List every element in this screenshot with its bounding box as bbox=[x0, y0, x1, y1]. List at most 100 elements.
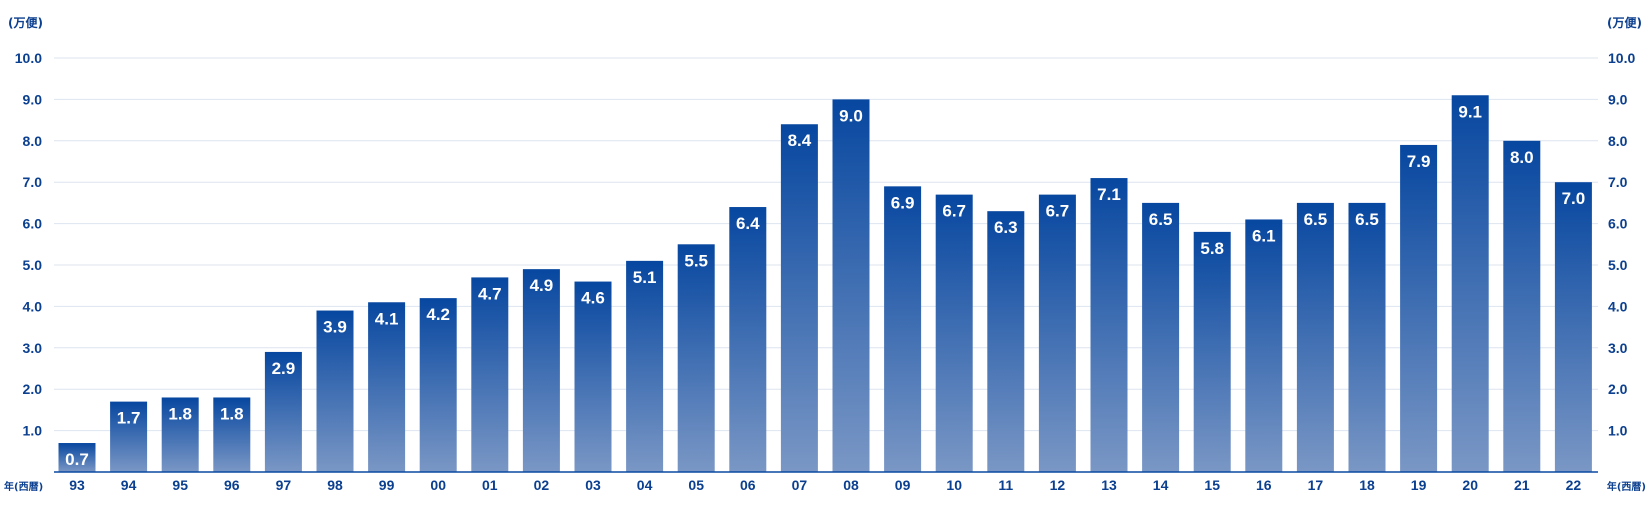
y-tick-label-left: 4.0 bbox=[23, 298, 43, 314]
x-tick-label: 03 bbox=[585, 477, 601, 493]
bar-value-label: 6.7 bbox=[942, 202, 966, 221]
y-tick-label-right: 10.0 bbox=[1608, 50, 1635, 66]
bar bbox=[935, 194, 973, 472]
bar-value-label: 7.1 bbox=[1097, 185, 1121, 204]
x-tick-label: 96 bbox=[224, 477, 240, 493]
y-axis-unit-right: (万便) bbox=[1607, 15, 1642, 30]
bar-value-label: 4.6 bbox=[581, 289, 605, 308]
bar-value-label: 0.7 bbox=[65, 450, 89, 469]
y-tick-labels: 1.0 1.0 2.0 2.0 3.0 3.0 4.0 4.0 5.0 5.0 6.0 6.0 7.0 7… bbox=[15, 50, 1636, 439]
bar-value-label: 6.4 bbox=[736, 214, 760, 233]
bar bbox=[1038, 194, 1076, 472]
y-tick-label-right: 8.0 bbox=[1608, 133, 1628, 149]
y-tick-label-right: 7.0 bbox=[1608, 174, 1628, 190]
bar bbox=[1193, 231, 1231, 472]
x-tick-label: 99 bbox=[379, 477, 395, 493]
bar bbox=[368, 302, 406, 472]
bar bbox=[832, 99, 870, 473]
bar bbox=[1142, 202, 1180, 472]
bar-value-label: 2.9 bbox=[272, 359, 296, 378]
y-tick-label-right: 9.0 bbox=[1608, 91, 1628, 107]
y-tick-label-right: 3.0 bbox=[1608, 340, 1628, 356]
data-labels: 0.7 1.7 1.8 1.8 2.9 3.9 4.1 4.2 4.7 4.9 4.6 5.1 5.5 6… bbox=[65, 102, 1585, 469]
bar-value-label: 8.0 bbox=[1510, 148, 1534, 167]
bar bbox=[522, 269, 560, 472]
bar bbox=[574, 281, 612, 472]
bar-value-label: 6.5 bbox=[1149, 210, 1173, 229]
bar bbox=[677, 244, 715, 472]
y-tick-label-left: 5.0 bbox=[23, 257, 43, 273]
bar bbox=[213, 397, 251, 472]
x-tick-label: 02 bbox=[534, 477, 550, 493]
x-axis-unit-left: 年(西暦) bbox=[4, 480, 43, 493]
x-tick-label: 13 bbox=[1101, 477, 1117, 493]
x-tick-label: 05 bbox=[688, 477, 704, 493]
bar bbox=[58, 443, 96, 472]
bar bbox=[626, 260, 664, 472]
bar bbox=[419, 298, 457, 472]
x-tick-label: 10 bbox=[946, 477, 962, 493]
x-tick-label: 97 bbox=[276, 477, 292, 493]
bar-value-label: 6.5 bbox=[1355, 210, 1379, 229]
y-tick-label-left: 3.0 bbox=[23, 340, 43, 356]
bar-value-label: 7.9 bbox=[1407, 152, 1431, 171]
bar-value-label: 6.1 bbox=[1252, 226, 1276, 245]
bar bbox=[264, 351, 302, 472]
x-axis-unit-right: 年(西暦) bbox=[1607, 480, 1646, 493]
bar-value-label: 3.9 bbox=[323, 318, 347, 337]
bars bbox=[58, 95, 1592, 473]
y-tick-label-left: 6.0 bbox=[23, 216, 43, 232]
bar-value-label: 5.5 bbox=[684, 251, 708, 270]
x-tick-label: 93 bbox=[69, 477, 85, 493]
x-tick-label: 94 bbox=[121, 477, 137, 493]
bar-value-label: 9.0 bbox=[839, 106, 863, 125]
bar bbox=[780, 124, 818, 473]
x-tick-label: 01 bbox=[482, 477, 498, 493]
bar-value-label: 6.9 bbox=[891, 193, 915, 212]
x-tick-label: 16 bbox=[1256, 477, 1272, 493]
y-tick-label-left: 1.0 bbox=[23, 423, 43, 439]
y-tick-label-right: 4.0 bbox=[1608, 298, 1628, 314]
bar bbox=[1503, 140, 1541, 473]
y-tick-label-left: 8.0 bbox=[23, 133, 43, 149]
bar-value-label: 1.8 bbox=[220, 404, 244, 423]
x-tick-label: 07 bbox=[792, 477, 808, 493]
bar-value-label: 6.7 bbox=[1046, 202, 1070, 221]
bar-value-label: 4.9 bbox=[530, 276, 554, 295]
bar-value-label: 1.8 bbox=[168, 404, 192, 423]
bar bbox=[110, 401, 148, 472]
x-tick-label: 09 bbox=[895, 477, 911, 493]
bar-value-label: 4.1 bbox=[375, 309, 399, 328]
grid-lines bbox=[54, 57, 1598, 432]
bar-value-label: 1.7 bbox=[117, 409, 141, 428]
bar-value-label: 8.4 bbox=[788, 131, 812, 150]
y-tick-label-right: 5.0 bbox=[1608, 257, 1628, 273]
bar-value-label: 9.1 bbox=[1458, 102, 1482, 121]
bar bbox=[1400, 144, 1438, 472]
bar bbox=[729, 207, 767, 473]
x-tick-label: 12 bbox=[1050, 477, 1066, 493]
x-tick-label: 00 bbox=[430, 477, 446, 493]
x-tick-label: 08 bbox=[843, 477, 859, 493]
bar-value-label: 6.5 bbox=[1304, 210, 1328, 229]
x-tick-labels: 93 94 95 96 97 98 99 00 01 02 03 04 05 06 07 08 09 10 11 12… bbox=[69, 477, 1581, 493]
y-tick-label-right: 6.0 bbox=[1608, 216, 1628, 232]
x-tick-label: 19 bbox=[1411, 477, 1427, 493]
bar bbox=[471, 277, 509, 472]
x-tick-label: 14 bbox=[1153, 477, 1169, 493]
x-tick-label: 06 bbox=[740, 477, 756, 493]
x-tick-label: 21 bbox=[1514, 477, 1530, 493]
x-tick-label: 15 bbox=[1204, 477, 1220, 493]
bar bbox=[161, 397, 199, 472]
bar bbox=[1296, 202, 1334, 472]
bar-value-label: 5.8 bbox=[1200, 239, 1224, 258]
bar-value-label: 5.1 bbox=[633, 268, 657, 287]
x-tick-label: 11 bbox=[998, 477, 1013, 493]
bar-value-label: 4.2 bbox=[426, 305, 450, 324]
x-tick-label: 95 bbox=[172, 477, 188, 493]
bar-value-label: 4.7 bbox=[478, 284, 502, 303]
x-tick-label: 22 bbox=[1566, 477, 1582, 493]
x-tick-label: 17 bbox=[1308, 477, 1324, 493]
